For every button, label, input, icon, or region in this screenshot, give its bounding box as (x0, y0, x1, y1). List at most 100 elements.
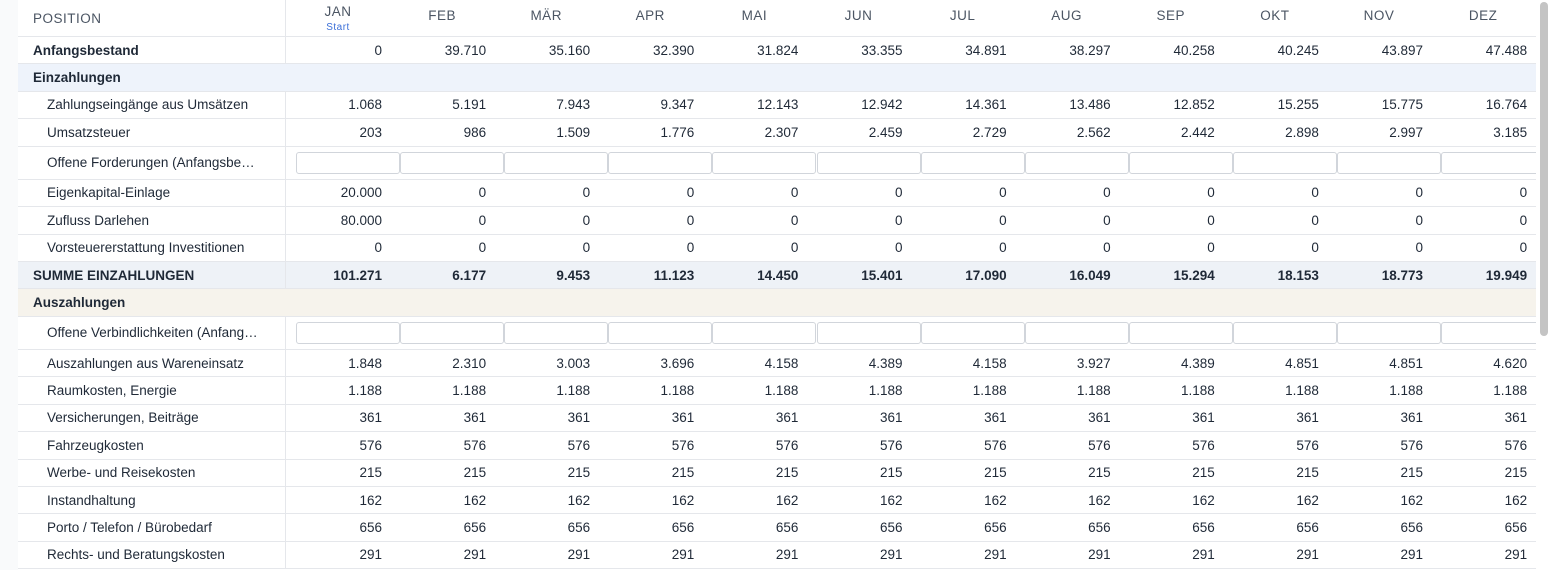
month-value-input[interactable] (1337, 151, 1441, 174)
value-cell: 1.188 (348, 383, 382, 399)
value-cell: 5.191 (452, 97, 487, 113)
value-cell: 4.851 (1285, 355, 1319, 371)
value-cell: 43.897 (1381, 42, 1423, 58)
value-cell: 47.488 (1485, 42, 1528, 58)
value-cell: 80.000 (340, 212, 382, 228)
month-value-input[interactable] (1337, 321, 1441, 344)
column-divider (285, 377, 286, 404)
month-value-input[interactable] (816, 321, 921, 344)
row-label: Vorsteuererstattung Investitionen (47, 240, 245, 256)
month-value-input[interactable] (920, 151, 1025, 174)
month-value-input[interactable] (816, 151, 921, 174)
value-cell: 656 (984, 520, 1007, 536)
left-gutter (0, 0, 18, 570)
value-cell: 2.307 (764, 124, 799, 140)
value-cell: 2.729 (972, 124, 1007, 140)
value-cell: 291 (567, 547, 591, 563)
row-label: Offene Forderungen (Anfangsbe… (47, 155, 255, 171)
column-divider (285, 262, 286, 289)
value-cell: 656 (1504, 520, 1528, 536)
column-divider (285, 350, 286, 377)
month-value-input[interactable] (504, 151, 609, 174)
column-divider (285, 541, 286, 569)
table-row: Umsatzsteuer 203 986 1.509 1.776 2.307 2.459 2.… (18, 119, 1536, 147)
value-cell: 0 (1311, 212, 1319, 228)
value-cell: 0 (374, 42, 382, 58)
table-row: Zahlungseingänge aus Umsätzen 1.068 5.191 7… (18, 91, 1536, 120)
table-row: Zufluss Darlehen 80.000 0 0 0 0 0 0 0 0 0 0 0 (18, 207, 1536, 235)
month-value-input[interactable] (712, 151, 817, 174)
value-cell: 3.185 (1493, 124, 1528, 140)
value-cell: 576 (1296, 437, 1319, 453)
value-cell: 215 (359, 465, 382, 481)
value-cell: 0 (1207, 212, 1215, 228)
value-cell: 361 (567, 410, 591, 426)
month-header-3: MÄR (494, 0, 598, 36)
value-cell: 1.188 (1493, 383, 1528, 399)
value-cell: 1.188 (764, 383, 799, 399)
column-divider (285, 514, 286, 541)
row-label: Umsatzsteuer (47, 124, 131, 140)
month-value-input[interactable] (504, 321, 609, 344)
month-value-input[interactable] (1441, 151, 1536, 174)
month-value-input[interactable] (400, 151, 505, 174)
value-cell: 4.620 (1493, 355, 1528, 371)
table-row: Offene Verbindlichkeiten (Anfang… (18, 316, 1536, 350)
month-value-input[interactable] (296, 321, 400, 344)
column-divider (285, 432, 286, 459)
value-cell: 986 (463, 124, 487, 140)
section-title: Auszahlungen (33, 295, 126, 311)
value-cell: 0 (478, 240, 487, 256)
value-cell: 1.188 (1181, 383, 1215, 399)
value-cell: 3.003 (556, 355, 591, 371)
value-cell: 1.848 (348, 355, 382, 371)
month-header-10: OKT (1223, 0, 1327, 36)
table-row: Rechts- und Beratungskosten 291 291 291 291 2… (18, 541, 1536, 570)
month-value-input[interactable] (608, 151, 713, 174)
value-cell: 11.123 (653, 267, 695, 283)
value-cell: 162 (359, 492, 382, 508)
input-cell-wrapper (911, 317, 1025, 349)
value-cell: 0 (999, 185, 1007, 201)
month-value-input[interactable] (1024, 321, 1129, 344)
input-cell-wrapper (807, 147, 921, 179)
month-value-input[interactable] (712, 321, 817, 344)
value-cell: 291 (671, 547, 695, 563)
month-label: JUL (949, 8, 976, 23)
value-cell: 0 (894, 240, 903, 256)
month-value-input[interactable] (400, 321, 505, 344)
month-label: FEB (428, 8, 456, 23)
month-label: OKT (1260, 8, 1290, 23)
value-cell: 0 (894, 185, 903, 201)
value-cell: 3.696 (660, 355, 695, 371)
position-column-header: POSITION (33, 10, 102, 26)
month-value-input[interactable] (1441, 321, 1536, 344)
month-value-input[interactable] (1232, 321, 1337, 344)
value-cell: 656 (463, 520, 487, 536)
value-cell: 162 (984, 492, 1007, 508)
value-cell: 3.927 (1076, 355, 1111, 371)
scrollbar-thumb[interactable] (1540, 2, 1548, 336)
month-value-input[interactable] (1232, 151, 1337, 174)
month-header-12: DEZ (1431, 0, 1535, 36)
value-cell: 361 (1296, 410, 1319, 426)
value-cell: 361 (359, 410, 382, 426)
value-cell: 0 (1415, 212, 1423, 228)
column-divider (285, 459, 286, 486)
input-cell-wrapper (1223, 317, 1337, 349)
value-cell: 1.188 (1285, 383, 1319, 399)
month-header-6: JUN (807, 0, 911, 36)
month-value-input[interactable] (1128, 151, 1233, 174)
month-value-input[interactable] (296, 151, 400, 174)
input-cell-wrapper (911, 147, 1025, 179)
value-cell: 361 (1400, 410, 1423, 426)
value-cell: 576 (879, 437, 903, 453)
month-value-input[interactable] (608, 321, 713, 344)
month-value-input[interactable] (1024, 151, 1129, 174)
column-divider (285, 37, 286, 64)
month-value-input[interactable] (920, 321, 1025, 344)
month-value-input[interactable] (1128, 321, 1233, 344)
value-cell: 0 (1519, 185, 1528, 201)
value-cell: 0 (686, 212, 695, 228)
month-header-1: JAN Start (286, 0, 390, 36)
